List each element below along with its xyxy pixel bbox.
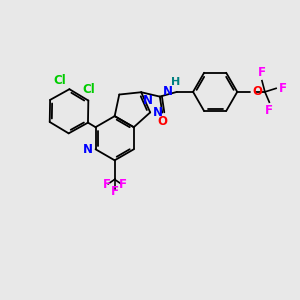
- Text: O: O: [252, 85, 262, 98]
- Text: Cl: Cl: [53, 74, 66, 87]
- Text: N: N: [163, 85, 173, 98]
- Text: F: F: [119, 178, 127, 191]
- Text: N: N: [83, 143, 93, 156]
- Text: Cl: Cl: [82, 83, 95, 96]
- Text: N: N: [153, 106, 163, 119]
- Text: H: H: [171, 77, 180, 87]
- Text: F: F: [265, 104, 273, 117]
- Text: O: O: [158, 115, 168, 128]
- Text: N: N: [143, 94, 153, 107]
- Text: F: F: [111, 185, 119, 198]
- Text: F: F: [279, 82, 287, 95]
- Text: F: F: [102, 178, 110, 191]
- Text: F: F: [258, 66, 266, 79]
